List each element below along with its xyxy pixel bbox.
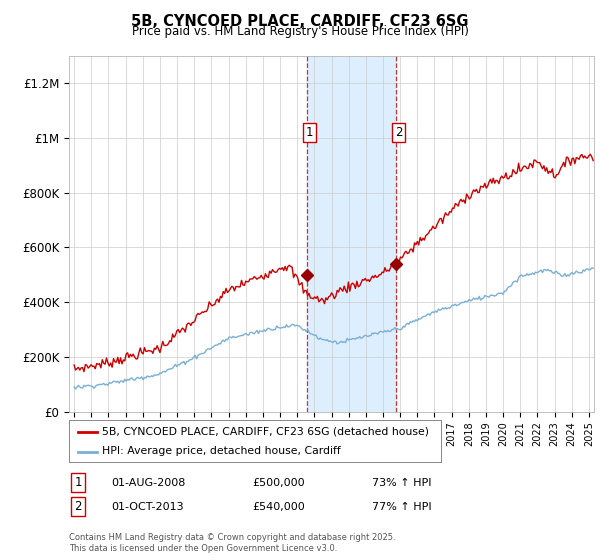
Text: 77% ↑ HPI: 77% ↑ HPI (372, 502, 431, 512)
Text: 5B, CYNCOED PLACE, CARDIFF, CF23 6SG: 5B, CYNCOED PLACE, CARDIFF, CF23 6SG (131, 14, 469, 29)
Text: 1: 1 (306, 126, 314, 139)
Text: 2: 2 (74, 500, 82, 514)
Text: 01-OCT-2013: 01-OCT-2013 (111, 502, 184, 512)
Text: HPI: Average price, detached house, Cardiff: HPI: Average price, detached house, Card… (103, 446, 341, 456)
Text: Contains HM Land Registry data © Crown copyright and database right 2025.
This d: Contains HM Land Registry data © Crown c… (69, 533, 395, 553)
Text: 1: 1 (74, 476, 82, 489)
Text: 73% ↑ HPI: 73% ↑ HPI (372, 478, 431, 488)
Bar (307, 56, 396, 412)
Text: £540,000: £540,000 (252, 502, 305, 512)
Text: 5B, CYNCOED PLACE, CARDIFF, CF23 6SG (detached house): 5B, CYNCOED PLACE, CARDIFF, CF23 6SG (de… (103, 427, 430, 437)
Text: 01-AUG-2008: 01-AUG-2008 (111, 478, 185, 488)
Text: 2: 2 (395, 126, 402, 139)
Text: Price paid vs. HM Land Registry's House Price Index (HPI): Price paid vs. HM Land Registry's House … (131, 25, 469, 38)
Text: £500,000: £500,000 (252, 478, 305, 488)
